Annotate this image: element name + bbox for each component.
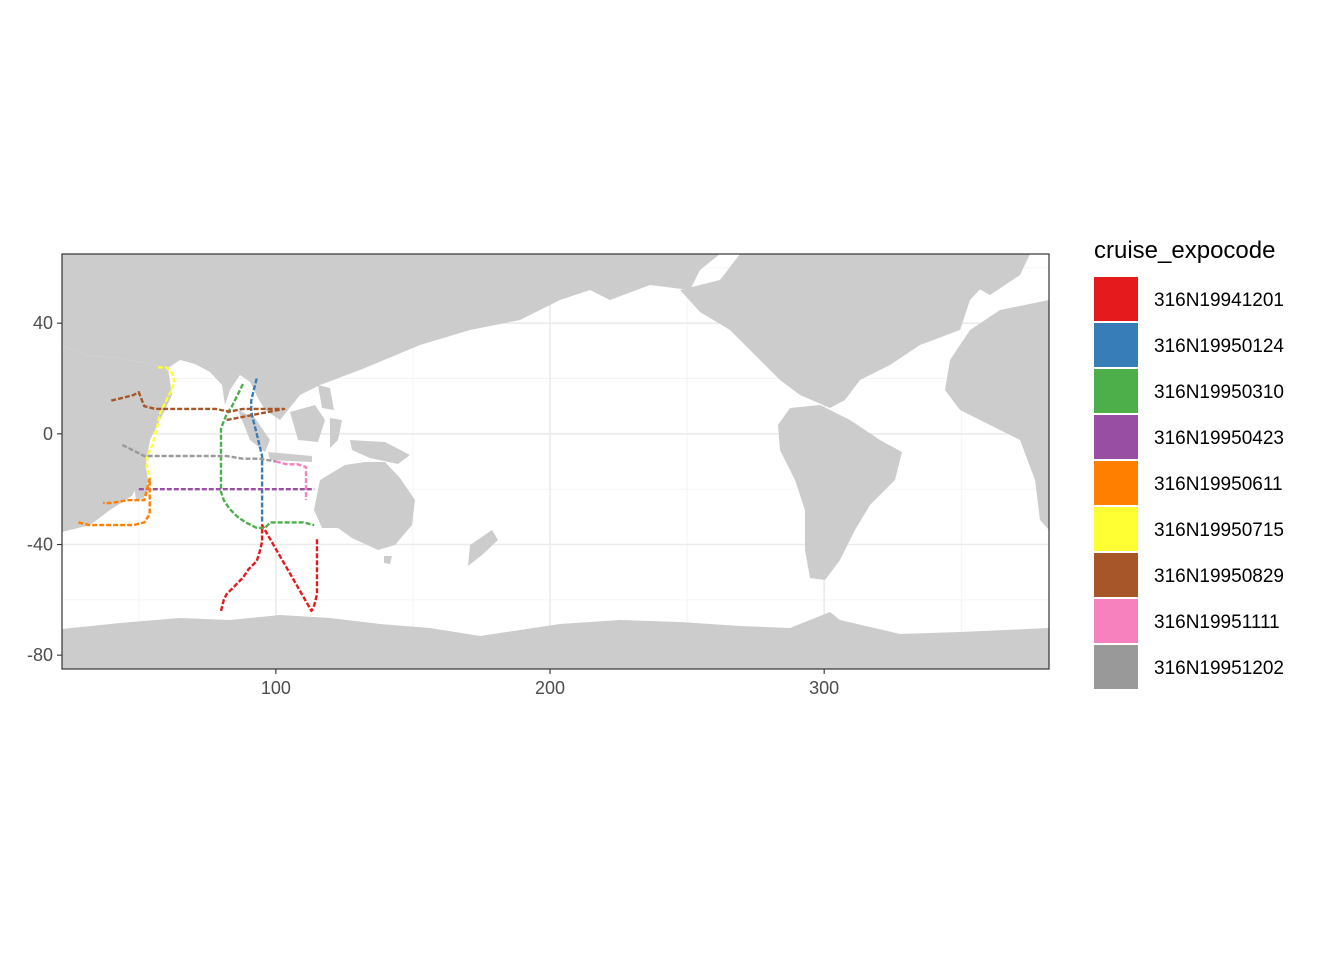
legend-label-1: 316N19950124	[1154, 336, 1284, 357]
legend-label-0: 316N19941201	[1154, 290, 1284, 311]
track-316N19950829	[111, 391, 286, 422]
legend-label-3: 316N19950423	[1154, 428, 1284, 449]
legend-key-0	[1094, 277, 1138, 321]
legend-key-5	[1094, 507, 1138, 551]
legend-key-1	[1094, 323, 1138, 367]
x-tick-label-1: 200	[535, 678, 565, 698]
legend-label-7: 316N19951111	[1154, 612, 1280, 633]
legend-label-4: 316N19950611	[1154, 474, 1283, 495]
y-tick-label-3: -80	[27, 645, 53, 665]
land-australia	[314, 462, 415, 550]
y-tick-label-2: -40	[27, 535, 53, 555]
x-tick-label-0: 100	[261, 678, 291, 698]
y-axis: 40 0 -40 -80	[27, 313, 62, 665]
cruise-tracks	[78, 366, 319, 613]
land-africa	[62, 346, 172, 532]
legend-key-8	[1094, 645, 1138, 689]
track-316N19950715	[145, 366, 176, 479]
legend-key-7	[1094, 599, 1138, 643]
track-316N19950611	[78, 476, 151, 527]
land-south-america	[778, 405, 902, 580]
land-antarctica	[62, 612, 1049, 669]
land-eurasia	[62, 254, 720, 420]
track-316N19950310	[219, 383, 315, 530]
legend-label-5: 316N19950715	[1154, 520, 1284, 541]
land-sulawesi	[330, 418, 342, 448]
land-philippines	[318, 385, 334, 410]
legend-key-4	[1094, 461, 1138, 505]
land-greenland	[965, 254, 1030, 295]
legend-key-6	[1094, 553, 1138, 597]
land-tasmania	[384, 556, 392, 564]
y-tick-label-0: 40	[33, 313, 53, 333]
land-borneo	[290, 405, 325, 442]
legend-label-8: 316N19951202	[1154, 658, 1284, 679]
legend-key-2	[1094, 369, 1138, 413]
panel-border	[61, 253, 1050, 670]
legend-key-3	[1094, 415, 1138, 459]
x-tick-label-2: 300	[809, 678, 839, 698]
legend-label-6: 316N19950829	[1154, 566, 1284, 587]
track-316N19950124	[249, 378, 264, 523]
land-europe-africa-east	[945, 300, 1049, 530]
land-north-america	[680, 254, 1000, 408]
legend-title: cruise_expocode	[1094, 237, 1275, 264]
land-new-zealand	[468, 530, 498, 566]
legend-label-2: 316N19950310	[1154, 382, 1284, 403]
legend: cruise_expocode 316N19941201 316N19950124…	[1094, 237, 1284, 689]
x-axis: 100 200 300	[261, 669, 839, 698]
y-tick-label-1: 0	[43, 424, 53, 444]
track-316N19951111	[275, 460, 308, 501]
track-316N19941201	[219, 523, 319, 613]
land-sumatra	[238, 410, 270, 452]
land-java	[268, 452, 312, 462]
land-layer	[62, 254, 1049, 669]
land-madagascar	[134, 468, 148, 500]
land-japan	[330, 298, 360, 345]
land-new-guinea	[350, 440, 410, 464]
track-316N19951202	[121, 443, 277, 463]
